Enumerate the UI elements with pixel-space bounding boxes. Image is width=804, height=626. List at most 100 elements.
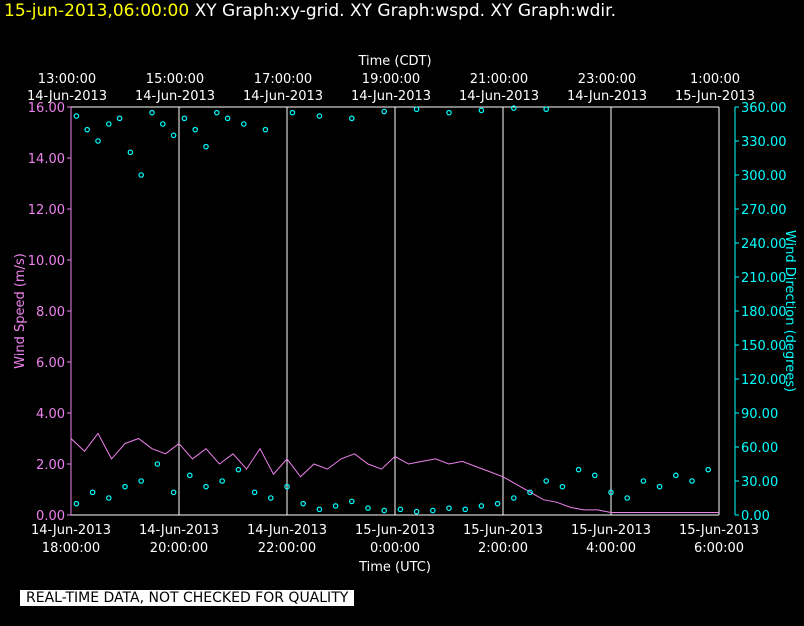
left-tick-label: 8.00 [36, 305, 65, 320]
wind-direction-point [381, 108, 388, 115]
bottom-tick-date: 15-Jun-2013 [679, 523, 759, 538]
left-tick-label: 12.00 [28, 203, 65, 218]
timestamp: 15-jun-2013,06:00:00 [4, 1, 190, 21]
axes: 0.00 2.00 4.00 6.00 8.00 10.00 12.00 14.00 16.00… [13, 54, 797, 575]
wind-direction-point [106, 121, 112, 127]
wind-direction-point [224, 115, 231, 122]
right-axis-title: Wind Direction (degrees) [782, 230, 797, 392]
left-tick-label: 4.00 [36, 407, 65, 422]
quality-notice: REAL-TIME DATA, NOT CHECKED FOR QUALITY [20, 590, 355, 606]
wind-direction-point [656, 483, 663, 490]
wind-direction-point [543, 478, 550, 484]
bottom-tick-time: 22:00:00 [258, 541, 316, 556]
wind-direction-point [300, 500, 307, 507]
wind-direction-point [332, 503, 339, 509]
right-tick-label: 30.00 [741, 475, 778, 490]
wind-direction-point [138, 478, 145, 484]
bottom-tick-time: 2:00:00 [478, 541, 528, 556]
bottom-tick-date: 14-Jun-2013 [31, 523, 111, 538]
top-tick-time: 23:00:00 [578, 72, 636, 87]
bottom-tick-time: 4:00:00 [586, 541, 636, 556]
wind-direction-point [203, 143, 209, 150]
right-tick-label: 360.00 [741, 101, 787, 116]
wind-direction-point [149, 109, 155, 116]
top-tick-time: 19:00:00 [362, 72, 420, 87]
top-axis-title: Time (CDT) [357, 54, 431, 69]
top-tick-date: 15-Jun-2013 [675, 89, 755, 104]
wind-direction-point [478, 107, 485, 114]
bottom-tick-time: 18:00:00 [42, 541, 100, 556]
wind-direction-point [672, 472, 679, 479]
wind-direction-point [591, 472, 598, 479]
wind-direction-point [527, 489, 533, 496]
wind-direction-point [170, 132, 177, 139]
wind-direction-point [446, 109, 452, 116]
right-tick-label: 180.00 [741, 305, 787, 320]
wind-direction-point [241, 121, 247, 127]
right-tick-label: 270.00 [741, 203, 787, 218]
wind-direction-point [494, 500, 501, 507]
top-tick-date: 14-Jun-2013 [27, 89, 107, 104]
wind-direction-point [446, 505, 452, 512]
left-tick-label: 2.00 [36, 458, 65, 473]
left-tick-label: 14.00 [28, 152, 65, 167]
wind-direction-point [316, 113, 323, 119]
wind-direction-point [89, 489, 96, 496]
wind-direction-point [170, 489, 177, 496]
grid [70, 106, 720, 516]
top-tick-time: 1:00:00 [690, 72, 740, 87]
wind-direction-point [348, 115, 355, 122]
right-tick-label: 90.00 [741, 407, 778, 422]
bottom-tick-date: 15-Jun-2013 [355, 523, 435, 538]
graph-list: XY Graph:xy-grid. XY Graph:wspd. XY Grap… [194, 1, 616, 21]
top-tick-time: 17:00:00 [254, 72, 312, 87]
wind-direction-point [106, 495, 112, 501]
wind-direction-point [413, 508, 420, 515]
left-axis-title: Wind Speed (m/s) [13, 253, 28, 369]
wind-direction-point [608, 489, 614, 496]
wind-speed-series [70, 432, 719, 513]
bottom-tick-time: 0:00:00 [370, 541, 420, 556]
wind-direction-point [203, 483, 209, 490]
wind-direction-point [154, 461, 161, 467]
top-tick-date: 14-Jun-2013 [135, 89, 215, 104]
bottom-tick-time: 20:00:00 [150, 541, 208, 556]
wind-direction-point [160, 121, 166, 127]
wind-direction-point [478, 503, 485, 509]
right-tick-label: 240.00 [741, 237, 787, 252]
right-tick-label: 300.00 [741, 169, 787, 184]
right-tick-label: 120.00 [741, 373, 787, 388]
wind-direction-point [510, 105, 517, 111]
wind-direction-point [122, 483, 128, 490]
top-tick-date: 14-Jun-2013 [351, 89, 431, 104]
bottom-tick-date: 15-Jun-2013 [571, 523, 651, 538]
wind-direction-point [413, 106, 420, 113]
wind-direction-point [262, 126, 269, 133]
plot-area [70, 105, 719, 515]
wind-direction-point [219, 478, 226, 484]
wind-direction-point [181, 115, 188, 122]
wind-direction-point [73, 113, 80, 119]
wind-direction-point [95, 138, 101, 144]
wind-direction-point [462, 506, 469, 513]
wind-direction-point [510, 495, 517, 501]
wind-direction-point [689, 478, 695, 484]
wind-direction-point [267, 495, 274, 501]
wind-direction-point [284, 483, 290, 490]
top-tick-date: 14-Jun-2013 [459, 89, 539, 104]
bottom-tick-date: 15-Jun-2013 [463, 523, 543, 538]
left-tick-label: 10.00 [28, 254, 65, 269]
right-tick-label: 60.00 [741, 441, 778, 456]
right-tick-label: 210.00 [741, 271, 787, 286]
right-tick-label: 330.00 [741, 135, 787, 150]
right-tick-label: 0.00 [741, 509, 770, 524]
wind-direction-point [397, 506, 404, 513]
wind-direction-point [73, 500, 80, 507]
wind-direction-point [127, 149, 134, 156]
top-tick-time: 13:00:00 [38, 72, 96, 87]
left-tick-label: 6.00 [36, 356, 65, 371]
wind-direction-point [251, 489, 258, 496]
wind-direction-point [214, 109, 220, 116]
wind-direction-point [705, 466, 712, 473]
wind-direction-point [192, 126, 199, 133]
